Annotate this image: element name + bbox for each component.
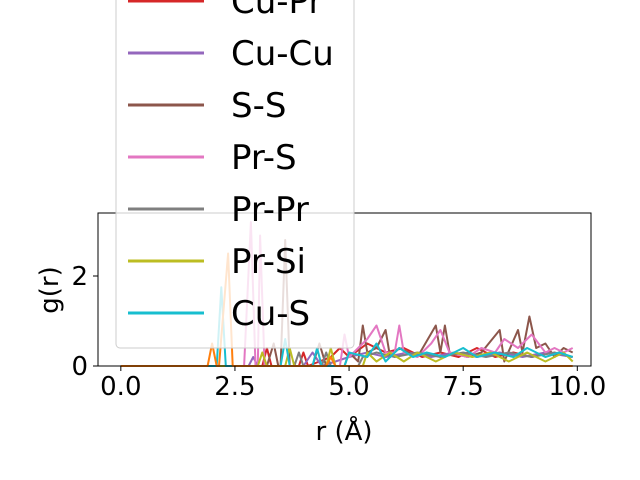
y-axis-label: g(r) bbox=[35, 266, 65, 313]
legend-item: Pr-S bbox=[128, 138, 297, 178]
legend-item: Cu-Pr bbox=[128, 0, 322, 22]
legend-label: Pr-S bbox=[231, 138, 297, 178]
legend-label: Cu-S bbox=[231, 294, 310, 334]
x-axis-label: r (Å) bbox=[315, 415, 372, 447]
series-line-cu-s bbox=[120, 286, 574, 367]
y-axis-ticks: 02 bbox=[71, 262, 98, 382]
legend-label: S-S bbox=[231, 86, 286, 126]
legend: Cu-Pr Cu-Cu S-S Pr-S Pr-Pr Pr-Si Cu-S bbox=[115, 0, 355, 349]
x-tick-label: 10.0 bbox=[548, 372, 606, 402]
legend-label: Pr-Si bbox=[231, 242, 306, 282]
x-tick-label: 5.0 bbox=[328, 372, 369, 402]
y-tick-label: 2 bbox=[71, 262, 88, 292]
legend-item: Pr-Si bbox=[128, 242, 306, 282]
legend-label: Cu-Cu bbox=[231, 34, 334, 74]
legend-label: Cu-Pr bbox=[231, 0, 322, 22]
legend-item: Pr-Pr bbox=[128, 190, 309, 230]
x-tick-label: 2.5 bbox=[214, 372, 255, 402]
x-tick-label: 7.5 bbox=[443, 372, 484, 402]
legend-item: S-S bbox=[128, 86, 286, 126]
x-axis-ticks: 0.0 2.5 5.0 7.5 10.0 bbox=[100, 366, 606, 402]
legend-item: Cu-S bbox=[128, 294, 310, 334]
x-tick-label: 0.0 bbox=[100, 372, 141, 402]
legend-label: Pr-Pr bbox=[231, 190, 309, 230]
legend-item: Cu-Cu bbox=[128, 34, 334, 74]
y-tick-label: 0 bbox=[71, 352, 88, 382]
